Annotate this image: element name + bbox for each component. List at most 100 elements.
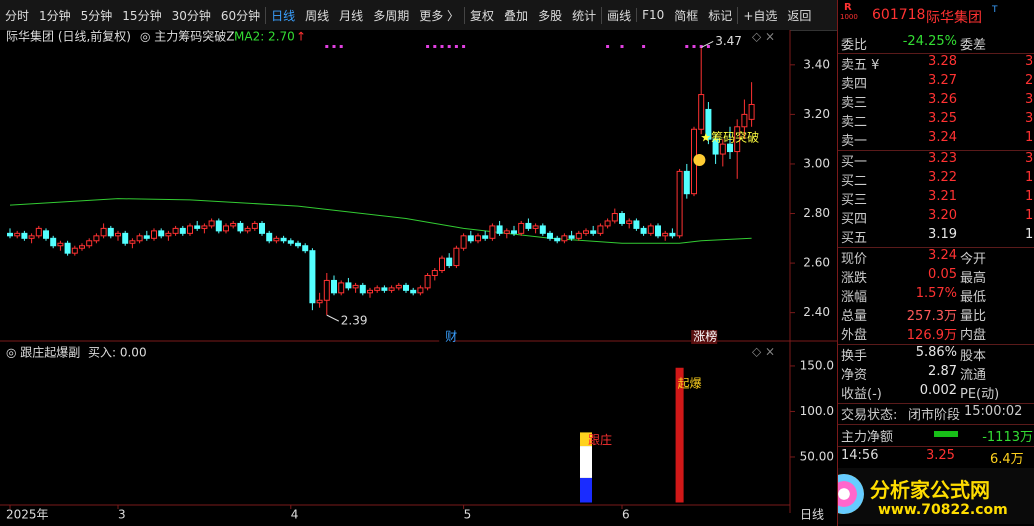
- candle-body: [237, 222, 244, 232]
- toolbar-button[interactable]: 更多 〉: [419, 8, 460, 23]
- row-label: 买二: [841, 174, 868, 189]
- row-label: 卖二: [841, 115, 868, 130]
- chart-area: ◇ × ◇ × 际华集团 (日线,前复权) ◎ 主力筹码突破Z MA2: 2.70 ↑…: [0, 29, 837, 522]
- candle-body: [741, 113, 748, 128]
- row-value: 3.26: [928, 92, 957, 107]
- candle-body: [172, 227, 179, 234]
- toolbar-button[interactable]: 60分钟: [220, 8, 261, 23]
- toolbar-button[interactable]: 1分钟: [39, 8, 71, 23]
- candle-body: [158, 230, 165, 237]
- signal-dot: [642, 45, 646, 48]
- flow-label: 主力净额: [841, 430, 894, 445]
- signal-icon: [693, 154, 706, 166]
- row-extra: 今开: [960, 252, 987, 267]
- toolbar-button[interactable]: 画线: [601, 6, 636, 24]
- row-tail: 1: [1025, 130, 1034, 145]
- divider: [838, 150, 1034, 151]
- row-value: 3.25: [928, 111, 957, 126]
- candle-body: [640, 227, 647, 234]
- candle-body: [424, 274, 431, 289]
- row-label: 买五: [841, 231, 868, 246]
- row-value: 3.21: [928, 189, 957, 204]
- candle-body: [705, 108, 712, 140]
- signal-dot: [454, 45, 458, 48]
- divider: [838, 424, 1034, 425]
- candle-body: [561, 235, 568, 242]
- candle-body: [165, 232, 172, 237]
- candle-body: [547, 232, 553, 239]
- toolbar-button[interactable]: 5分钟: [80, 8, 113, 23]
- toolbar-button[interactable]: 多周期: [373, 8, 410, 23]
- candle-body: [655, 225, 661, 237]
- toolbar-button[interactable]: F10: [636, 8, 669, 22]
- signal-dot: [620, 45, 624, 48]
- candle-body: [57, 242, 64, 247]
- candle-body: [352, 284, 359, 289]
- toolbar-button[interactable]: 15分钟: [122, 8, 162, 23]
- candle-body: [676, 170, 683, 237]
- candle-body: [43, 230, 49, 239]
- row-label: 卖一: [841, 134, 868, 149]
- candle-body: [489, 225, 496, 239]
- row-extra: 股本: [960, 349, 987, 364]
- x-tick-label: 2025年: [6, 508, 49, 522]
- row-extra: 委差: [960, 38, 987, 53]
- row-value: 0.05: [928, 267, 957, 282]
- row-value: 3.23: [928, 151, 957, 166]
- candle-body: [532, 225, 539, 229]
- candle-body: [575, 232, 582, 239]
- candle-body: [439, 257, 445, 272]
- panel-icon: ◇ ×: [752, 30, 775, 44]
- row-label: 买三: [841, 193, 868, 208]
- row-value: 1.57%: [915, 286, 957, 301]
- signal-dot: [332, 45, 336, 48]
- period-label: 日线: [800, 508, 824, 522]
- toolbar-button[interactable]: 叠加: [504, 8, 529, 23]
- row-tail: 3: [1025, 151, 1034, 166]
- toolbar-button[interactable]: 月线: [339, 8, 364, 23]
- signal-dot: [699, 45, 703, 48]
- candle-body: [71, 247, 78, 254]
- candle-body: [669, 232, 676, 237]
- row-value: 257.3万: [906, 309, 957, 324]
- candle-body: [417, 287, 424, 294]
- candle-body: [683, 170, 690, 195]
- row-extra: 内盘: [960, 328, 987, 343]
- row-tail: 1: [1025, 170, 1034, 185]
- candle-body: [395, 284, 402, 289]
- candle-body: [619, 213, 625, 224]
- row-value: 3.22: [928, 170, 957, 185]
- toolbar-button[interactable]: 分时: [5, 8, 30, 23]
- toolbar-button[interactable]: 30分钟: [171, 8, 211, 23]
- candle-body: [626, 220, 633, 224]
- tick-time: 14:56: [841, 448, 879, 463]
- chart-header: 际华集团 (日线,前复权): [6, 29, 131, 44]
- toolbar-button[interactable]: +自选: [737, 6, 782, 24]
- row-tail: 3: [1025, 92, 1034, 107]
- toolbar-button[interactable]: 多股: [538, 8, 563, 23]
- candle-body: [403, 284, 409, 291]
- toolbar-button[interactable]: 复权: [464, 6, 499, 24]
- signal-dot: [692, 45, 696, 48]
- status-value: 闭市阶段: [908, 408, 961, 423]
- candle-body: [129, 240, 136, 244]
- toolbar-button[interactable]: 返回: [787, 8, 812, 23]
- candle-body: [647, 225, 654, 234]
- toolbar-button[interactable]: 日线: [265, 6, 300, 24]
- y-tick-label: 2.60: [803, 256, 830, 270]
- candle-body: [86, 240, 93, 247]
- y-tick-label: 3.20: [803, 107, 830, 121]
- candle-body: [590, 230, 597, 234]
- toolbar-button[interactable]: 标记: [708, 8, 733, 23]
- row-extra: PE(动): [960, 387, 1000, 402]
- x-tick-label: 3: [118, 508, 126, 522]
- row-label: 委比: [841, 38, 868, 53]
- stock-flag: T: [992, 5, 998, 15]
- toolbar-button[interactable]: 周线: [305, 8, 330, 23]
- toolbar-button[interactable]: 简框: [674, 8, 699, 23]
- toolbar-button[interactable]: 统计: [572, 8, 597, 23]
- plot-background: [0, 30, 790, 513]
- bar-label: 跟庄: [588, 432, 612, 447]
- candle-body: [93, 235, 100, 242]
- tick-volume: 6.4万: [990, 452, 1024, 467]
